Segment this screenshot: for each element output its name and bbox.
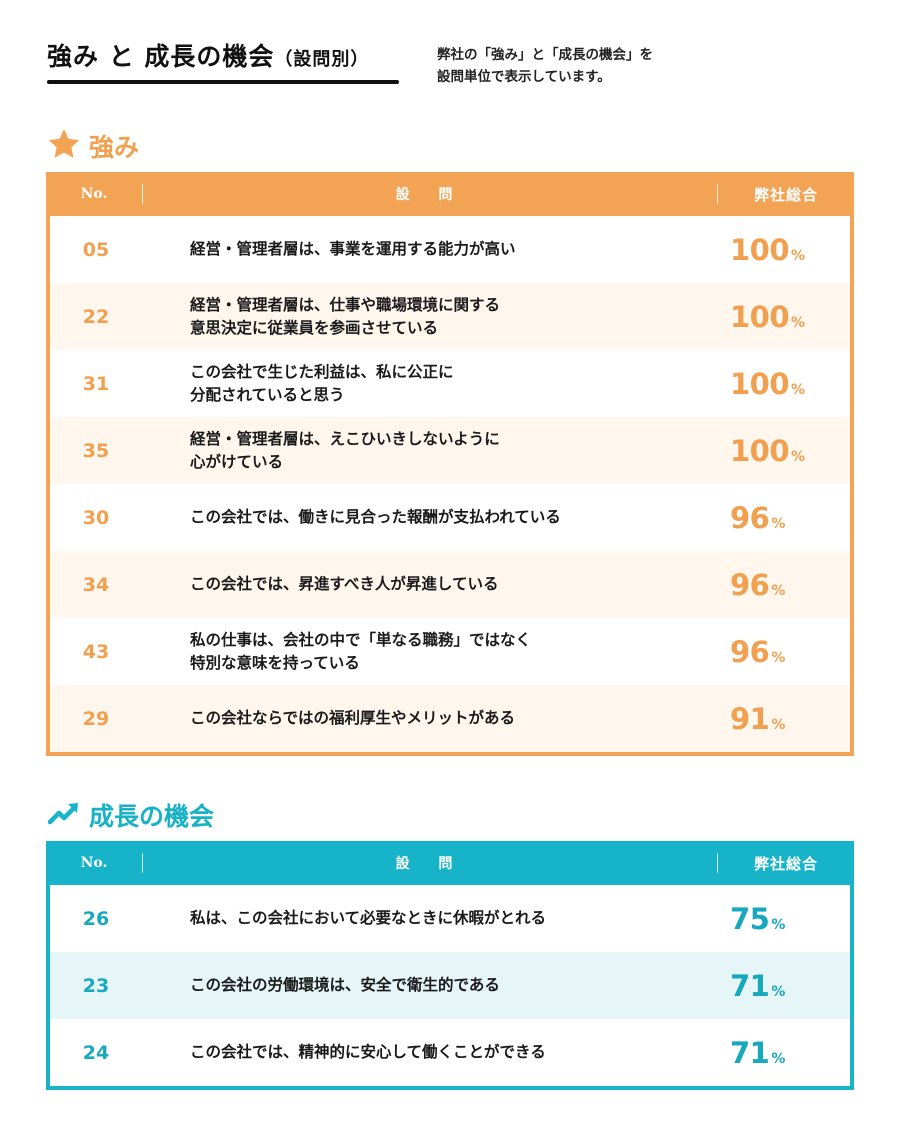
column-header-no: No. bbox=[80, 186, 108, 202]
score: 91% bbox=[730, 702, 850, 736]
question-text: この会社では、昇進すべき人が昇進している bbox=[190, 575, 499, 593]
question-text: この会社ならではの福利厚生やメリットがある bbox=[190, 709, 516, 727]
question-text: 私の仕事は、会社の中で「単なる職務」ではなく 特別な意味を持っている bbox=[190, 630, 532, 672]
growth-heading-label: 成長の機会 bbox=[89, 802, 215, 831]
score: 96% bbox=[730, 501, 850, 535]
description-line-2: 設問単位で表示しています。 bbox=[437, 69, 611, 85]
table-header: No. 設 問 弊社総合 bbox=[46, 172, 854, 216]
question-text: この会社では、働きに見合った報酬が支払われている bbox=[190, 508, 561, 526]
score: 96% bbox=[730, 635, 850, 669]
trend-up-icon bbox=[47, 800, 81, 830]
score-value: 100 bbox=[730, 366, 790, 401]
question-text: 経営・管理者層は、事業を運用する能力が高い bbox=[190, 240, 516, 258]
table-row: 05 経営・管理者層は、事業を運用する能力が高い 100% bbox=[50, 216, 850, 283]
table-row: 22 経営・管理者層は、仕事や職場環境に関する 意思決定に従業員を参画させている… bbox=[50, 283, 850, 350]
score-unit: % bbox=[791, 314, 806, 331]
score: 75% bbox=[730, 902, 850, 936]
question-number: 05 bbox=[82, 238, 110, 261]
column-header-question: 設 問 bbox=[395, 187, 465, 203]
table-row: 30 この会社では、働きに見合った報酬が支払われている 96% bbox=[50, 484, 850, 551]
strengths-heading-label: 強み bbox=[89, 133, 140, 162]
score: 96% bbox=[730, 568, 850, 602]
score-unit: % bbox=[771, 582, 786, 599]
score: 71% bbox=[730, 1036, 850, 1070]
table-row: 23 この会社の労働環境は、安全で衛生的である 71% bbox=[50, 952, 850, 1019]
score-unit: % bbox=[791, 448, 806, 465]
table-row: 29 この会社ならではの福利厚生やメリットがある 91% bbox=[50, 685, 850, 752]
score-value: 71 bbox=[730, 1035, 770, 1070]
table-row: 35 経営・管理者層は、えこひいきしないように 心がけている 100% bbox=[50, 417, 850, 484]
score-unit: % bbox=[771, 1050, 786, 1067]
header-description: 弊社の「強み」と「成長の機会」を 設問単位で表示しています。 bbox=[437, 44, 653, 88]
column-header-score: 弊社総合 bbox=[753, 185, 818, 204]
score-value: 100 bbox=[730, 433, 790, 468]
growth-heading: 成長の機会 bbox=[47, 797, 214, 833]
header-divider bbox=[717, 184, 718, 204]
question-text: 経営・管理者層は、仕事や職場環境に関する 意思決定に従業員を参画させている bbox=[190, 295, 501, 337]
question-text: この会社では、精神的に安心して働くことができる bbox=[190, 1043, 546, 1061]
question-number: 26 bbox=[82, 907, 110, 930]
score-value: 100 bbox=[730, 232, 790, 267]
question-number: 30 bbox=[82, 506, 110, 529]
header-divider bbox=[142, 853, 143, 873]
table-row: 31 この会社で生じた利益は、私に公正に 分配されていると思う 100% bbox=[50, 350, 850, 417]
score: 100% bbox=[730, 434, 850, 468]
score-value: 75 bbox=[730, 901, 770, 936]
question-number: 34 bbox=[82, 573, 110, 596]
question-text: 経営・管理者層は、えこひいきしないように 心がけている bbox=[190, 429, 500, 471]
score-unit: % bbox=[771, 649, 786, 666]
score-unit: % bbox=[771, 716, 786, 733]
score-unit: % bbox=[771, 983, 786, 1000]
strengths-table: No. 設 問 弊社総合 05 経営・管理者層は、事業を運用する能力が高い 10… bbox=[46, 172, 854, 756]
score-value: 96 bbox=[730, 634, 770, 669]
star-icon bbox=[47, 128, 81, 164]
page-title-text: 強み と 成長の機会 bbox=[47, 42, 275, 71]
column-header-score: 弊社総合 bbox=[753, 854, 818, 873]
question-number: 31 bbox=[82, 372, 110, 395]
table-row: 34 この会社では、昇進すべき人が昇進している 96% bbox=[50, 551, 850, 618]
header-divider bbox=[142, 184, 143, 204]
score-unit: % bbox=[771, 916, 786, 933]
score-value: 96 bbox=[730, 500, 770, 535]
page-header: 強み と 成長の機会（設問別） 弊社の「強み」と「成長の機会」を 設問単位で表示… bbox=[47, 38, 887, 98]
score-value: 96 bbox=[730, 567, 770, 602]
table-header: No. 設 問 弊社総合 bbox=[46, 841, 854, 885]
question-number: 29 bbox=[82, 707, 110, 730]
column-header-no: No. bbox=[80, 855, 108, 871]
score: 100% bbox=[730, 233, 850, 267]
header-divider bbox=[717, 853, 718, 873]
table-row: 26 私は、この会社において必要なときに休暇がとれる 75% bbox=[50, 885, 850, 952]
question-number: 22 bbox=[82, 305, 110, 328]
column-header-question: 設 問 bbox=[395, 856, 465, 872]
page-title-suffix: （設問別） bbox=[274, 49, 370, 70]
question-text: 私は、この会社において必要なときに休暇がとれる bbox=[190, 909, 547, 927]
question-number: 43 bbox=[82, 640, 110, 663]
strengths-heading: 強み bbox=[47, 128, 139, 164]
page-title: 強み と 成長の機会（設問別） bbox=[47, 38, 399, 79]
growth-table: No. 設 問 弊社総合 26 私は、この会社において必要なときに休暇がとれる … bbox=[46, 841, 854, 1090]
title-block: 強み と 成長の機会（設問別） bbox=[47, 38, 399, 84]
question-number: 35 bbox=[82, 439, 110, 462]
score: 100% bbox=[730, 300, 850, 334]
score-unit: % bbox=[771, 515, 786, 532]
score-value: 91 bbox=[730, 701, 770, 736]
table-row: 43 私の仕事は、会社の中で「単なる職務」ではなく 特別な意味を持っている 96… bbox=[50, 618, 850, 685]
score-value: 71 bbox=[730, 968, 770, 1003]
description-line-1: 弊社の「強み」と「成長の機会」を bbox=[437, 47, 653, 63]
score-value: 100 bbox=[730, 299, 790, 334]
question-text: この会社の労働環境は、安全で衛生的である bbox=[190, 976, 500, 994]
score-unit: % bbox=[791, 381, 806, 398]
score: 100% bbox=[730, 367, 850, 401]
question-text: この会社で生じた利益は、私に公正に 分配されていると思う bbox=[190, 362, 454, 404]
score: 71% bbox=[730, 969, 850, 1003]
title-underline bbox=[47, 80, 399, 84]
score-unit: % bbox=[791, 247, 806, 264]
question-number: 24 bbox=[82, 1041, 110, 1064]
table-row: 24 この会社では、精神的に安心して働くことができる 71% bbox=[50, 1019, 850, 1086]
question-number: 23 bbox=[82, 974, 110, 997]
